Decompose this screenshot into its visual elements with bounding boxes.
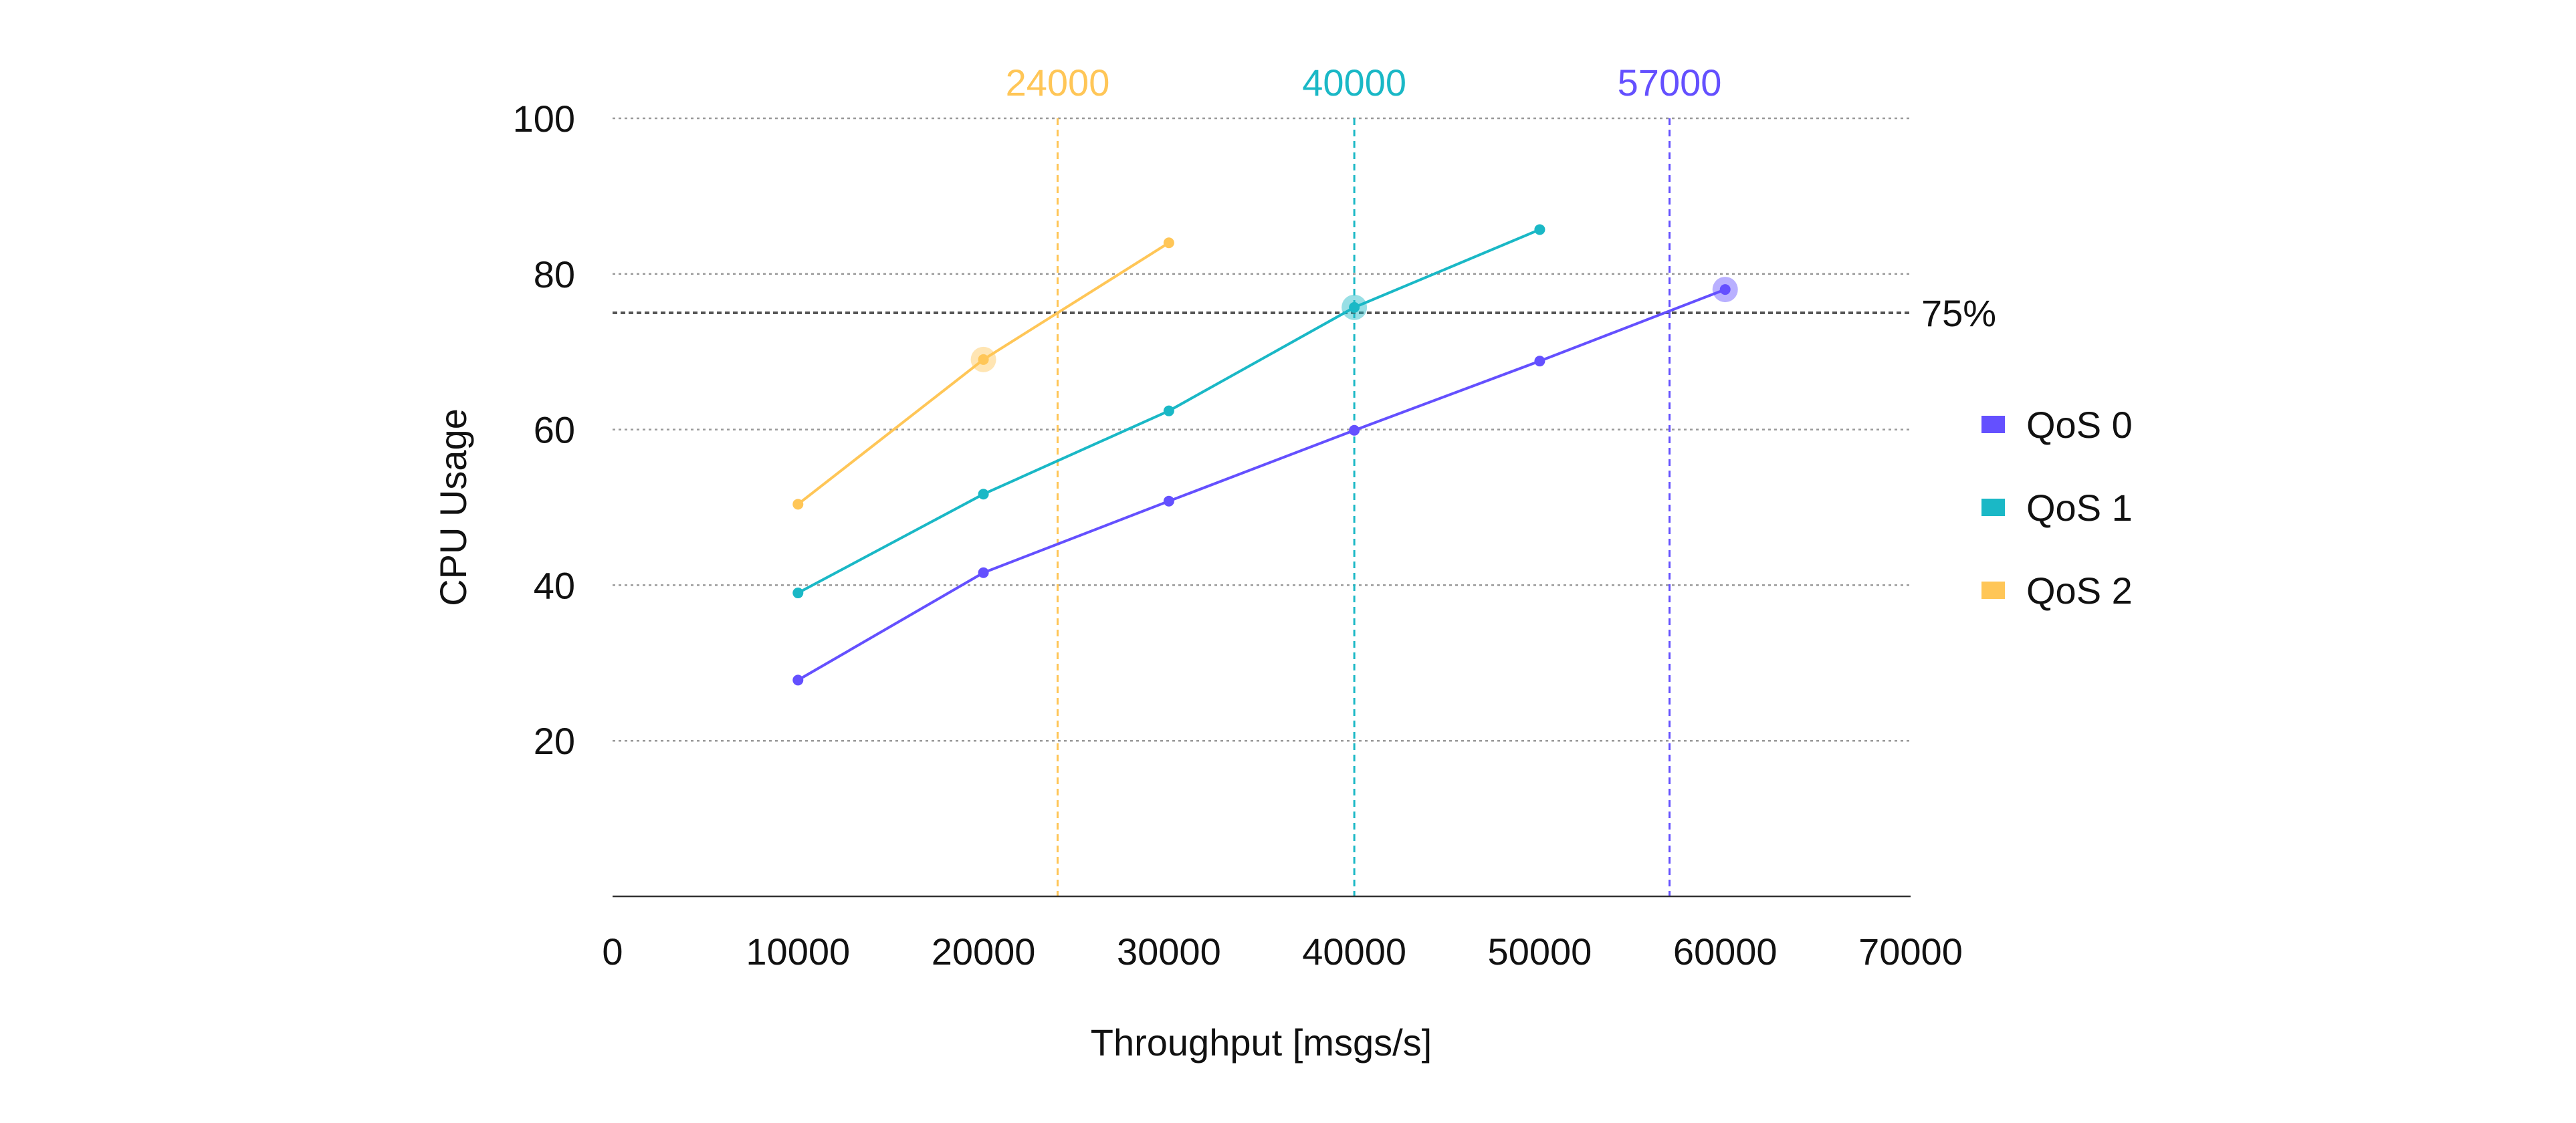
data-point bbox=[792, 588, 804, 599]
data-point bbox=[978, 354, 989, 365]
legend-swatch bbox=[1981, 416, 2005, 433]
y-tick-label: 80 bbox=[534, 253, 575, 295]
y-tick-label: 40 bbox=[534, 564, 575, 606]
data-point bbox=[1719, 284, 1731, 295]
data-point bbox=[1349, 301, 1360, 313]
threshold-label: 75% bbox=[1921, 292, 1996, 334]
vertical-marker-label: 57000 bbox=[1618, 61, 1722, 104]
legend-label: QoS 1 bbox=[2026, 487, 2133, 529]
grid-lines bbox=[613, 117, 1911, 742]
legend-swatch bbox=[1981, 582, 2005, 599]
x-tick-labels: 0 10000 20000 30000 40000 50000 60000 70000 bbox=[602, 930, 1962, 973]
x-tick-label: 70000 bbox=[1858, 930, 1963, 973]
threshold-line: 75% bbox=[613, 292, 1996, 334]
data-point bbox=[1163, 237, 1174, 249]
x-tick-label: 30000 bbox=[1117, 930, 1221, 973]
y-tick-labels: 20 40 60 80 100 bbox=[513, 98, 575, 762]
y-tick-label: 60 bbox=[534, 409, 575, 451]
y-tick-label: 20 bbox=[534, 720, 575, 762]
x-tick-label: 40000 bbox=[1302, 930, 1406, 973]
vertical-marker-label: 40000 bbox=[1302, 61, 1406, 104]
series-line bbox=[797, 288, 1726, 682]
x-tick-label: 0 bbox=[602, 930, 623, 973]
series-group bbox=[792, 224, 1738, 686]
series-line bbox=[797, 241, 1170, 505]
data-point bbox=[1534, 356, 1545, 367]
data-point bbox=[1534, 224, 1545, 235]
data-point bbox=[1163, 405, 1174, 416]
legend-label: QoS 2 bbox=[2026, 570, 2133, 612]
legend-label: QoS 0 bbox=[2026, 404, 2133, 446]
x-tick-label: 20000 bbox=[932, 930, 1036, 973]
x-tick-label: 50000 bbox=[1488, 930, 1592, 973]
vertical-marker-label: 24000 bbox=[1006, 61, 1110, 104]
legend-swatch bbox=[1981, 499, 2005, 516]
data-point bbox=[978, 567, 989, 578]
y-tick-label: 100 bbox=[513, 98, 575, 140]
vertical-markers: 24000 40000 57000 bbox=[1006, 61, 1722, 896]
legend: QoS 0 QoS 1 QoS 2 bbox=[1981, 404, 2133, 612]
x-tick-label: 10000 bbox=[746, 930, 850, 973]
x-tick-label: 60000 bbox=[1673, 930, 1778, 973]
y-axis-label: CPU Usage bbox=[432, 408, 474, 606]
data-point bbox=[978, 489, 989, 500]
data-point bbox=[792, 499, 804, 510]
x-axis-label: Throughput [msgs/s] bbox=[1091, 1021, 1432, 1064]
data-point bbox=[792, 674, 804, 686]
data-point bbox=[1163, 495, 1174, 507]
data-point bbox=[1349, 424, 1360, 436]
